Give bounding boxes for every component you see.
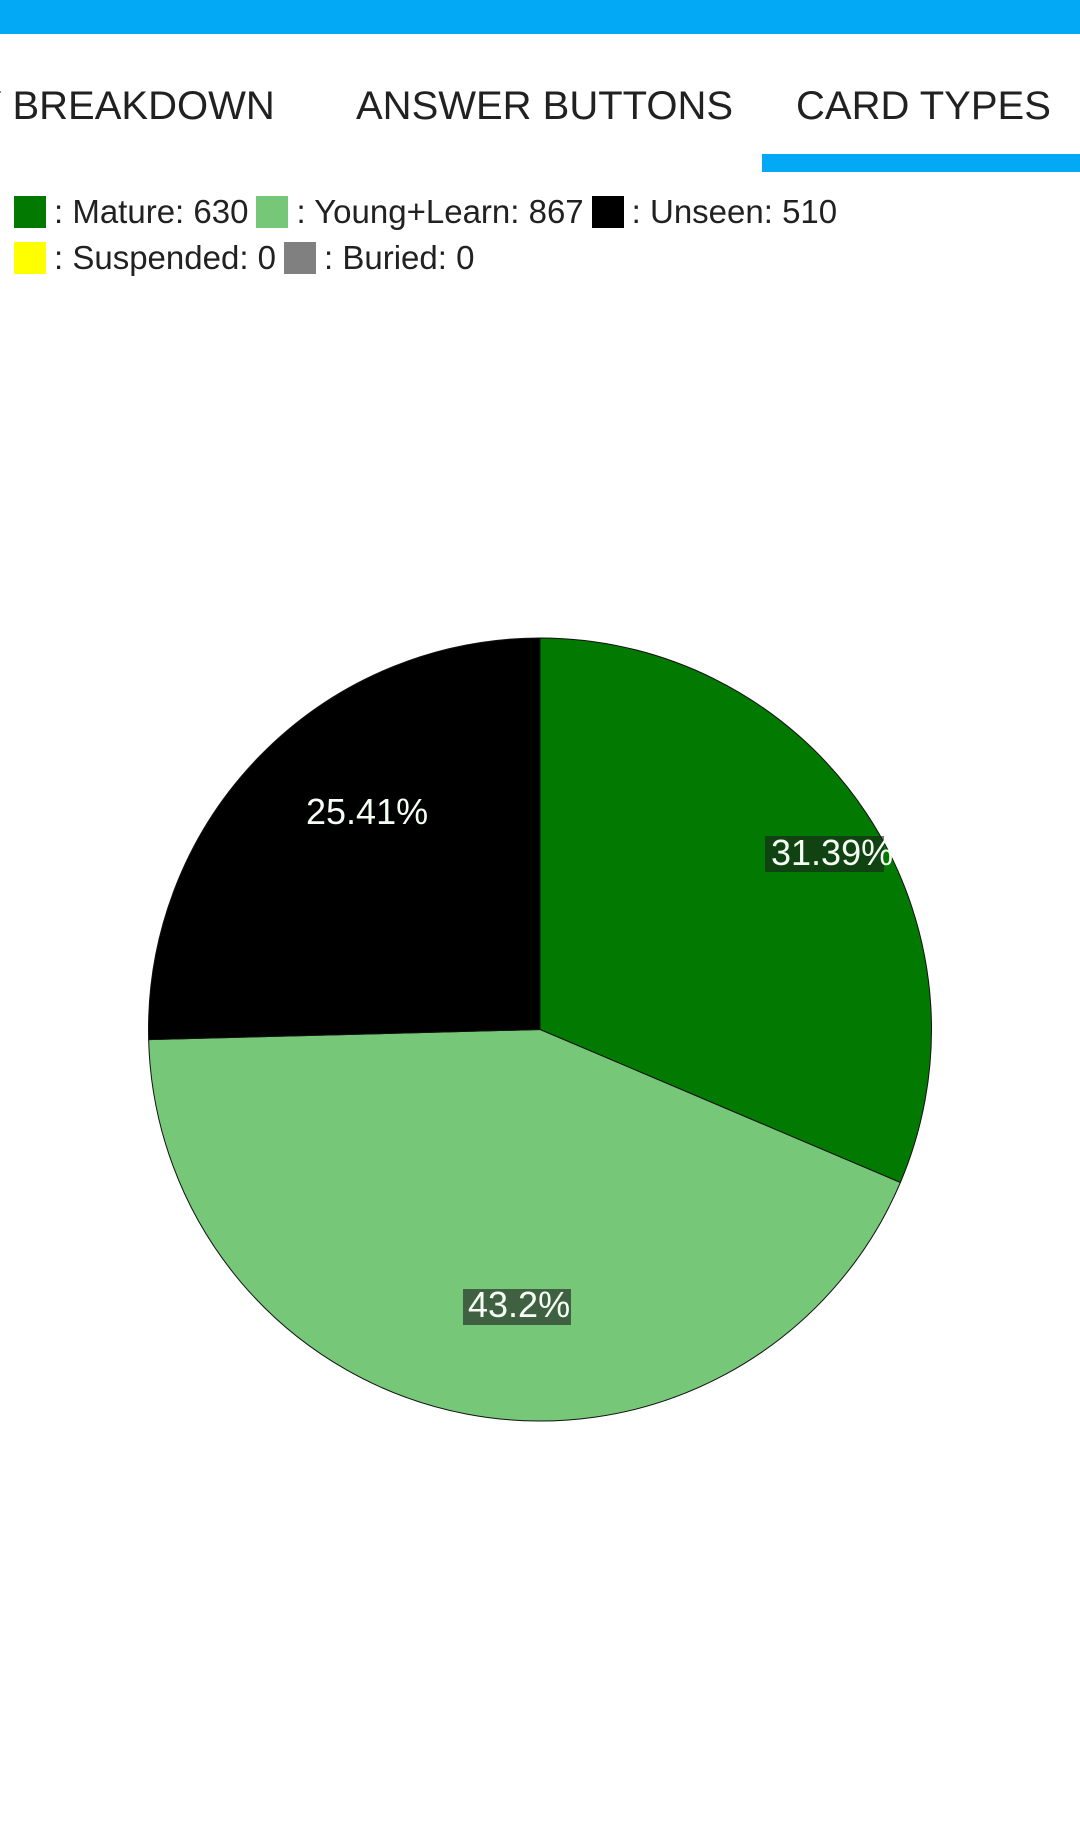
svg-text:43.2%: 43.2% xyxy=(468,1284,570,1325)
svg-text:31.39%: 31.39% xyxy=(771,832,893,873)
svg-text:25.41%: 25.41% xyxy=(306,791,428,832)
